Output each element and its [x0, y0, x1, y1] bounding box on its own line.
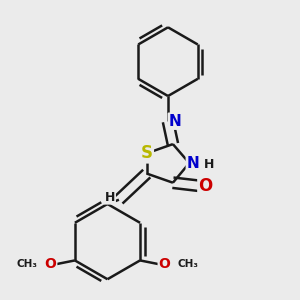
Text: CH₃: CH₃	[16, 259, 37, 269]
Text: S: S	[141, 144, 153, 162]
Text: N: N	[169, 114, 182, 129]
Text: N: N	[187, 156, 200, 171]
Text: O: O	[44, 257, 56, 271]
Text: O: O	[159, 257, 170, 271]
Text: H: H	[105, 190, 115, 204]
Text: O: O	[199, 177, 213, 195]
Text: CH₃: CH₃	[178, 259, 199, 269]
Text: H: H	[204, 158, 214, 171]
